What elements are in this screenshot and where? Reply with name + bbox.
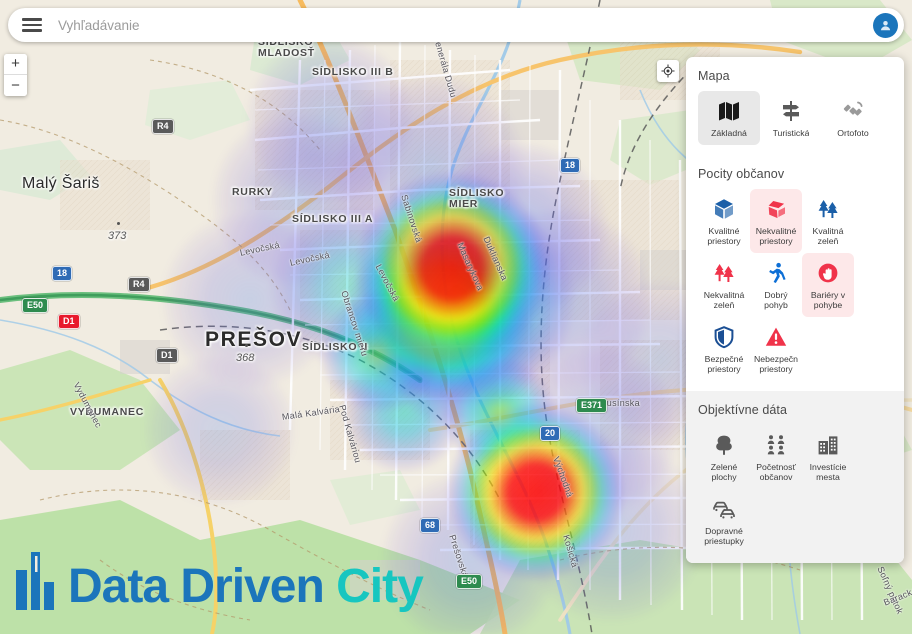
panel-option-icon (712, 496, 736, 522)
tree-icon (716, 435, 732, 455)
panel-option-grid: Zelené plochy Početnosť občanov Investície… (698, 425, 892, 553)
locate-button[interactable] (657, 60, 679, 82)
panel-option-red-trees[interactable]: Nekvalitná zeleň (698, 253, 750, 317)
elevation-dot (245, 344, 248, 347)
zoom-in-button[interactable]: + (4, 54, 27, 75)
blue-trees-icon (818, 199, 838, 218)
panel-option-icon (764, 324, 788, 350)
avatar[interactable] (873, 12, 898, 38)
red-stop-hand-icon (818, 263, 838, 282)
panel-option-satellite[interactable]: Ortofoto (822, 91, 884, 145)
panel-option-label: Nebezpečn priestory (754, 353, 798, 375)
panel-section: Objektívne dáta Zelené plochy Početnosť ob… (686, 390, 904, 563)
blue-running-icon (769, 262, 786, 283)
panel-option-icon (816, 432, 840, 458)
panel-option-icon (816, 196, 840, 222)
panel-option-blue-running[interactable]: Dobrý pohyb (750, 253, 802, 317)
panel-option-label: Dopravné priestupky (704, 525, 744, 547)
road-shield: 68 (420, 518, 441, 533)
road-shield: E50 (22, 298, 49, 313)
panel-option-label: Nekvalitná zeleň (703, 289, 745, 311)
panel-option-red-broken-cube[interactable]: Nekvalitné priestory (750, 188, 802, 253)
road-shield: R4 (128, 277, 150, 292)
signpost-icon (783, 101, 799, 121)
road-shield: E50 (456, 574, 483, 589)
panel-option-label: Dobrý pohyb (764, 289, 788, 311)
elevation-dot (117, 222, 120, 225)
panel-option-blue-trees[interactable]: Kvalitná zeleň (802, 189, 854, 253)
folded-map-icon (719, 102, 739, 121)
panel-option-people[interactable]: Početnosť občanov (750, 425, 802, 489)
zoom-out-button[interactable]: − (4, 75, 27, 96)
panel-option-blue-shield[interactable]: Bezpečné priestory (698, 317, 750, 381)
panel-option-label: Zelené plochy (710, 461, 738, 483)
user-account-icon (880, 20, 891, 30)
panel-option-icon (764, 432, 788, 458)
panel-option-red-warning[interactable]: Nebezpečn priestory (750, 317, 802, 381)
red-broken-cube-icon (768, 200, 785, 218)
panel-section-title: Objektívne dáta (698, 402, 788, 417)
panel-option-label: Kvalitné priestory (707, 225, 741, 247)
panel-option-tree[interactable]: Zelené plochy (698, 425, 750, 489)
road-shield: 18 (560, 158, 581, 173)
panel-option-icon (816, 260, 840, 286)
panel-option-blue-cube[interactable]: Kvalitné priestory (698, 189, 750, 253)
panel-option-icon (717, 98, 741, 124)
blue-shield-icon (714, 325, 734, 348)
road-shield: D1 (156, 348, 178, 363)
buildings-icon (818, 435, 838, 454)
red-warning-icon (765, 327, 787, 346)
panel-option-label: Bariéry v pohybe (810, 289, 846, 311)
panel-option-buildings[interactable]: Investície mesta (802, 425, 854, 489)
panel-section: Pocity občanov Kvalitné priestory Nekvalit… (686, 155, 904, 391)
panel-section-title: Pocity občanov (698, 166, 785, 181)
two-cars-icon (713, 501, 735, 518)
road-shield: D1 (58, 314, 80, 329)
road-shield: R4 (152, 119, 174, 134)
panel-option-label: Investície mesta (809, 461, 847, 483)
panel-option-icon (712, 260, 736, 286)
panel-section: Mapa Základná Turistická Ortofoto (686, 57, 904, 155)
panel-section-title: Mapa (698, 69, 730, 83)
panel-option-folded-map[interactable]: Základná (698, 91, 760, 145)
panel-option-icon (712, 432, 736, 458)
panel-option-red-stop-hand[interactable]: Bariéry v pohybe (802, 252, 854, 317)
zoom-controls[interactable]: + − (4, 54, 27, 96)
panel-option-label: Kvalitná zeleň (812, 225, 844, 247)
search-bar[interactable] (8, 8, 904, 42)
panel-option-icon (712, 196, 736, 222)
panel-option-label: Základná (711, 128, 747, 138)
layer-panel[interactable]: Mapa Základná Turistická Ortofoto Pocity obč… (686, 57, 904, 563)
panel-option-icon (764, 196, 788, 222)
road-shield: E371 (576, 398, 608, 413)
hamburger-menu-icon[interactable] (22, 15, 42, 35)
people-icon (767, 434, 785, 454)
panel-option-grid: Základná Turistická Ortofoto (698, 91, 892, 145)
road-shield: 18 (52, 266, 73, 281)
panel-option-icon (764, 260, 788, 286)
panel-option-icon (779, 98, 803, 124)
panel-option-signpost[interactable]: Turistická (760, 91, 822, 145)
panel-option-two-cars[interactable]: Dopravné priestupky (698, 489, 750, 553)
panel-option-icon (712, 324, 736, 350)
blue-cube-icon (715, 198, 733, 219)
panel-option-label: Bezpečné priestory (704, 353, 744, 375)
search-input[interactable] (58, 17, 873, 33)
panel-option-grid: Kvalitné priestory Nekvalitné priestory Kv… (698, 188, 892, 381)
red-trees-icon (714, 263, 734, 282)
panel-option-label: Početnosť občanov (756, 461, 796, 483)
panel-option-label: Turistická (772, 128, 810, 138)
panel-option-label: Nekvalitné priestory (755, 225, 797, 247)
satellite-icon (843, 101, 863, 116)
panel-option-label: Ortofoto (837, 128, 869, 138)
panel-option-icon (841, 98, 865, 124)
crosshair-locate-icon (661, 64, 675, 78)
road-shield: 20 (540, 426, 561, 441)
